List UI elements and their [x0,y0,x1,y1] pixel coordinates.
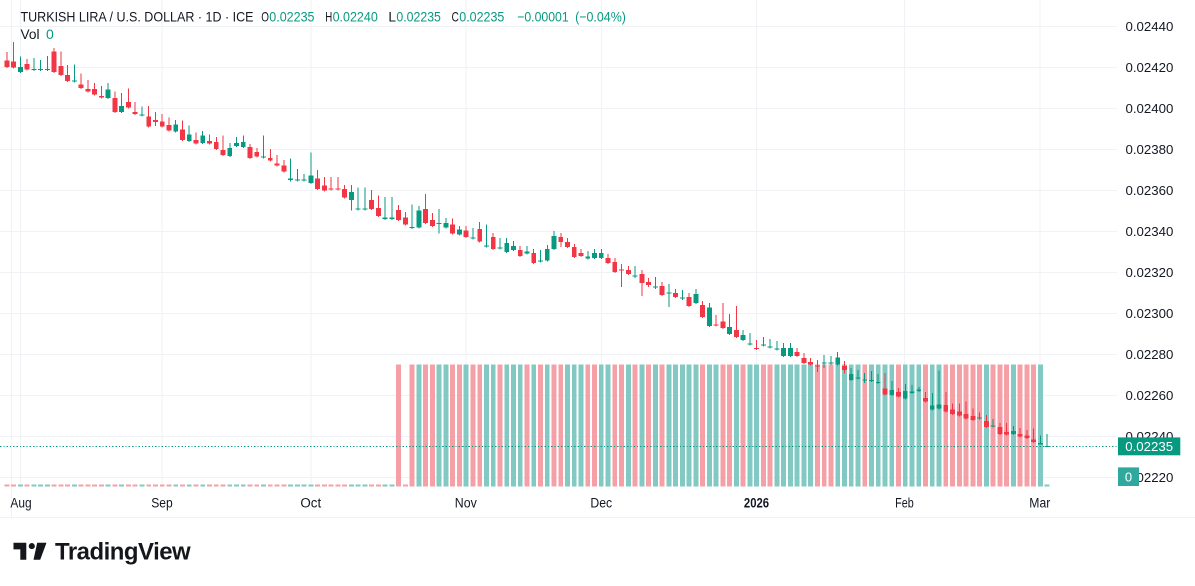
svg-text:TradingView: TradingView [55,539,191,566]
svg-text:O: O [261,9,269,25]
svg-text:TURKISH LIRA / U.S. DOLLAR · 1: TURKISH LIRA / U.S. DOLLAR · 1D · ICE [21,9,254,25]
svg-text:Aug: Aug [10,495,31,510]
svg-text:0.02235: 0.02235 [396,9,441,25]
svg-text:Vol: Vol [21,26,40,42]
svg-text:C: C [452,9,459,25]
svg-text:−0.00001: −0.00001 [517,9,569,25]
svg-text:0.02320: 0.02320 [1126,265,1174,280]
svg-text:0.02360: 0.02360 [1126,183,1174,198]
svg-text:0.02400: 0.02400 [1126,101,1174,116]
svg-text:0.02280: 0.02280 [1126,347,1174,362]
svg-text:H: H [325,9,332,25]
svg-text:2026: 2026 [744,495,770,510]
svg-text:0.02300: 0.02300 [1126,306,1174,321]
svg-text:Mar: Mar [1029,495,1050,510]
svg-text:Feb: Feb [895,495,914,510]
svg-text:Dec: Dec [590,495,612,510]
svg-text:Nov: Nov [455,495,477,510]
svg-text:0.02235: 0.02235 [459,9,504,25]
svg-text:0.02340: 0.02340 [1126,224,1174,239]
svg-text:0.02235: 0.02235 [1125,439,1173,454]
svg-text:0.02380: 0.02380 [1126,142,1174,157]
svg-text:(−0.04%): (−0.04%) [575,9,626,25]
svg-text:Sep: Sep [151,495,173,510]
svg-text:0.02235: 0.02235 [269,9,314,25]
svg-text:0.02240: 0.02240 [333,9,378,25]
svg-text:0.02260: 0.02260 [1126,388,1174,403]
svg-text:0.02440: 0.02440 [1126,19,1174,34]
svg-text:0: 0 [1125,469,1132,484]
svg-text:0.02420: 0.02420 [1126,60,1174,75]
svg-text:Oct: Oct [300,495,321,510]
svg-text:L: L [388,9,396,25]
svg-text:0: 0 [46,26,54,42]
